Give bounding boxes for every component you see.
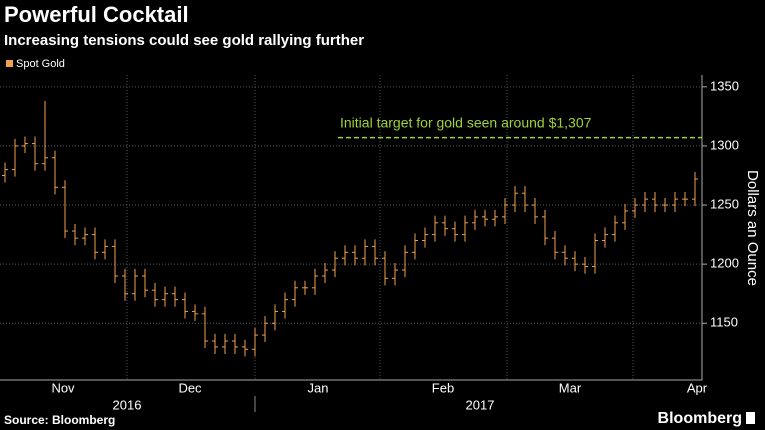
ohlc-bar xyxy=(672,192,678,213)
ohlc-bar xyxy=(282,292,288,319)
ohlc-bar xyxy=(492,209,498,227)
ohlc-bar xyxy=(592,233,598,274)
ohlc-bar xyxy=(232,333,238,354)
source: Source: Bloomberg xyxy=(4,413,115,427)
year-label: 2017 xyxy=(466,397,495,412)
ohlc-bar xyxy=(332,251,338,278)
ohlc-bar xyxy=(242,339,248,357)
ohlc-bar xyxy=(372,239,378,266)
ohlc-bar xyxy=(662,197,668,213)
ohlc-bar xyxy=(652,192,658,213)
ohlc-bar xyxy=(392,262,398,286)
x-tick-label: Apr xyxy=(687,380,708,395)
chart-title: Powerful Cocktail xyxy=(4,2,189,27)
ohlc-bar xyxy=(522,186,528,213)
ohlc-bar xyxy=(532,197,538,224)
legend-label: Spot Gold xyxy=(16,58,65,70)
ohlc-bar xyxy=(352,245,358,266)
annotation: Initial target for gold seen around $1,3… xyxy=(340,114,592,130)
ohlc-bar xyxy=(502,197,508,224)
ohlc-bar xyxy=(82,227,88,246)
ohlc-bar xyxy=(62,180,68,239)
ohlc-bar xyxy=(2,162,8,183)
ohlc-bar xyxy=(252,327,258,357)
ohlc-bar xyxy=(92,227,98,260)
ohlc-bar xyxy=(552,231,558,260)
ohlc-bar xyxy=(572,251,578,272)
brand-icon xyxy=(746,412,755,424)
ohlc-bar xyxy=(622,203,628,230)
ohlc-bar xyxy=(42,101,48,171)
legend-swatch xyxy=(6,60,13,67)
ohlc-bar xyxy=(432,215,438,242)
ohlc-bar xyxy=(32,136,38,171)
ohlc-bar xyxy=(102,239,108,260)
ohlc-bar xyxy=(172,286,178,307)
ohlc-bar xyxy=(72,223,78,246)
ohlc-bar xyxy=(692,171,698,207)
ohlc-bar xyxy=(222,333,228,354)
ohlc-bar xyxy=(182,292,188,319)
ohlc-bar xyxy=(212,333,218,354)
y-tick-label: 1300 xyxy=(710,137,739,152)
ohlc-bar xyxy=(292,280,298,307)
ohlc-bar xyxy=(132,268,138,301)
ohlc-bar xyxy=(52,150,58,195)
ohlc-bar xyxy=(582,257,588,274)
ohlc-bar xyxy=(422,227,428,248)
ohlc-bar xyxy=(462,215,468,242)
ohlc-bar xyxy=(412,233,418,260)
ohlc-bar xyxy=(192,304,198,321)
ohlc-bar xyxy=(362,239,368,266)
ohlc-bar xyxy=(562,245,568,266)
ohlc-bar xyxy=(542,209,548,246)
year-label: 2016 xyxy=(113,397,142,412)
ohlc-bar xyxy=(482,209,488,227)
ohlc-bar xyxy=(382,251,388,286)
ohlc-bar xyxy=(272,304,278,331)
ohlc-bar xyxy=(262,316,268,343)
ohlc-bar xyxy=(612,215,618,242)
x-tick-label: Dec xyxy=(178,380,202,395)
ohlc-bar xyxy=(642,192,648,213)
ohlc-bar xyxy=(442,215,448,236)
ohlc-bar xyxy=(22,136,28,154)
ohlc-bar xyxy=(12,138,18,177)
x-tick-label: Feb xyxy=(432,380,454,395)
ohlc-bar xyxy=(632,197,638,219)
ohlc-bar xyxy=(402,245,408,278)
y-axis-label: Dollars an Ounce xyxy=(744,170,761,286)
ohlc-bar xyxy=(682,192,688,207)
y-tick-label: 1200 xyxy=(710,256,739,271)
x-tick-label: Mar xyxy=(559,380,582,395)
ohlc-bar xyxy=(322,262,328,284)
x-tick-label: Jan xyxy=(308,380,329,395)
ohlc-bar xyxy=(202,306,208,349)
y-tick-label: 1150 xyxy=(710,315,738,330)
ohlc-bar xyxy=(472,209,478,230)
ohlc-bar xyxy=(452,221,458,242)
ohlc-bar xyxy=(302,280,308,295)
ohlc-bar xyxy=(342,245,348,266)
ohlc-bar xyxy=(112,239,118,284)
ohlc-bar xyxy=(512,186,518,213)
chart-subtitle: Increasing tensions could see gold rally… xyxy=(4,32,364,49)
ohlc-bar xyxy=(152,283,158,307)
y-tick-label: 1350 xyxy=(710,78,739,93)
ohlc-bar xyxy=(162,286,168,307)
ohlc-bar xyxy=(142,268,148,298)
ohlc-bar xyxy=(602,227,608,248)
y-tick-label: 1250 xyxy=(710,196,739,211)
ohlc-bar xyxy=(312,268,318,295)
brand: Bloomberg xyxy=(658,410,742,427)
ohlc-bar xyxy=(122,268,128,301)
x-tick-label: Nov xyxy=(51,380,75,395)
